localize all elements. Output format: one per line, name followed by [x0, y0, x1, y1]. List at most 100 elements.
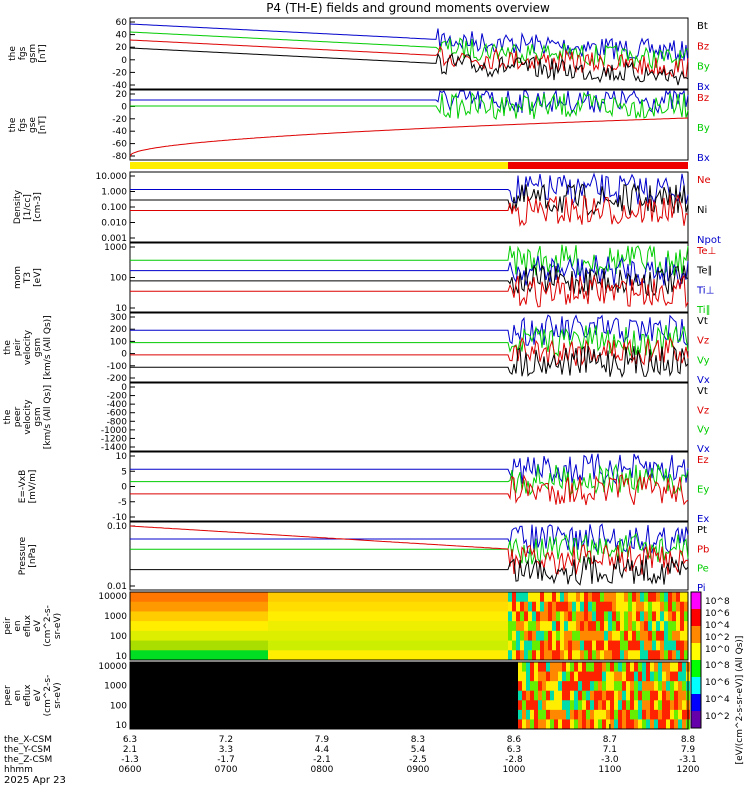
xaxis-value: 3.3 — [219, 745, 233, 755]
panel-frame-peer_velocity — [129, 382, 689, 452]
spectrogram-cell — [538, 681, 542, 692]
spectrogram-cell — [664, 630, 668, 642]
spectrogram-cell — [682, 662, 686, 673]
spectrogram-cell — [528, 621, 532, 632]
spectrogram-cell — [616, 640, 620, 651]
spectrogram-cell — [530, 690, 534, 701]
spectrogram-cell — [668, 621, 672, 632]
spectrogram-cell — [552, 650, 556, 661]
spectrogram-cell — [640, 611, 644, 622]
spectrogram-cell — [658, 662, 662, 673]
ytick-label: 1000 — [104, 243, 127, 253]
spectrogram-cell — [588, 592, 592, 603]
spectrogram-cell — [652, 630, 656, 642]
xaxis-value: 0800 — [310, 765, 333, 775]
spectrogram-cell — [602, 681, 606, 692]
spectrogram-cell — [580, 630, 584, 642]
spectrogram-cell — [520, 640, 524, 651]
spectrogram-cell — [560, 621, 564, 632]
ylabel-line: [mV/m] — [28, 470, 38, 504]
spectrogram-cell — [582, 671, 586, 682]
spectrogram-cell — [624, 601, 628, 612]
spectrogram-cell — [552, 621, 556, 632]
spectrogram-cell — [556, 650, 560, 661]
spectrogram-cell — [660, 621, 664, 632]
legend-Bz: Bz — [697, 41, 709, 52]
ylabel-line: fgs — [18, 118, 28, 132]
spectrogram-cell — [630, 690, 634, 701]
spectrogram-cell — [594, 662, 598, 673]
spectrogram-cell — [524, 650, 528, 661]
spectrogram-cell — [590, 690, 594, 701]
spectrogram-cell — [668, 630, 672, 642]
spectrogram-cell — [632, 630, 636, 642]
ylabel-line: [nT] — [38, 116, 48, 134]
ylabel-line: gsm — [33, 338, 43, 357]
spectrogram-cell — [268, 611, 508, 622]
spectrogram-cell — [656, 630, 660, 642]
spectrogram-cell — [558, 681, 562, 692]
spectrogram-cell — [538, 690, 542, 701]
spectrogram-cell — [130, 592, 268, 603]
spectrogram-cell — [604, 650, 608, 661]
spectrogram-cell — [586, 671, 590, 682]
ytick-label: -1400 — [101, 443, 127, 453]
spectrogram-cell — [542, 700, 546, 711]
ylabel-line: [nT] — [38, 44, 48, 62]
colorbar-segment — [691, 626, 701, 643]
legend-Npot: Npot — [697, 235, 721, 246]
spectrogram-cell — [554, 719, 558, 730]
spectrogram-cell — [652, 601, 656, 612]
spectrogram-cell — [584, 601, 588, 612]
spectrogram-cell — [568, 650, 572, 661]
spectrogram-cell — [526, 700, 530, 711]
spectrogram-cell — [636, 592, 640, 603]
spectrogram-cell — [680, 650, 684, 661]
spectrogram-cell — [634, 709, 638, 720]
xaxis-value: 0600 — [119, 765, 142, 775]
spectrogram-cell — [638, 719, 642, 730]
spectrogram-cell — [676, 621, 680, 632]
spectrogram-cell — [518, 690, 522, 701]
ytick-label: 10 — [116, 721, 128, 731]
ytick-label: -400 — [107, 400, 128, 410]
spectrogram-cell — [544, 640, 548, 651]
spectrogram-cell — [672, 650, 676, 661]
spectrogram-cell — [538, 700, 542, 711]
spectrogram-cell — [612, 640, 616, 651]
xaxis-value: -3.1 — [679, 755, 697, 765]
spectrogram-cell — [596, 640, 600, 651]
legend-Bt: Bt — [697, 21, 708, 32]
ytick-label: 0 — [121, 350, 127, 360]
spectrogram-cell — [658, 690, 662, 701]
panel-border — [129, 591, 689, 661]
series-line — [129, 31, 689, 71]
spectrogram-cell — [628, 611, 632, 622]
legend-Vy: Vy — [697, 425, 710, 436]
spectrogram-cell — [538, 709, 542, 720]
xaxis-value: 0900 — [406, 765, 429, 775]
spectrogram-cell — [540, 630, 544, 642]
ylabel-line: peer — [13, 406, 23, 427]
spectrogram-cell — [592, 601, 596, 612]
ytick-label: 10000 — [98, 592, 127, 602]
spectrogram-cell — [678, 709, 682, 720]
spectrogram-cell — [540, 650, 544, 661]
spectrogram-cell — [634, 662, 638, 673]
ytick-label: 20 — [116, 90, 128, 100]
series-line — [130, 314, 689, 346]
ytick-label: -20 — [112, 115, 127, 125]
spectrogram-cell — [648, 592, 652, 603]
spectrogram-cell — [562, 709, 566, 720]
spectrogram-cell — [544, 621, 548, 632]
spectrogram-cell — [612, 601, 616, 612]
spectrogram-cell — [596, 601, 600, 612]
spectrogram-cell — [670, 719, 674, 730]
ylabel-temperature: momT3[eV] — [13, 266, 43, 289]
ylabel-line: the — [3, 340, 13, 355]
spectrogram-cell — [662, 709, 666, 720]
spectrogram-cell — [574, 719, 578, 730]
spectrogram-cell — [522, 690, 526, 701]
spectrogram-cell — [528, 650, 532, 661]
spectrogram-cell — [572, 640, 576, 651]
